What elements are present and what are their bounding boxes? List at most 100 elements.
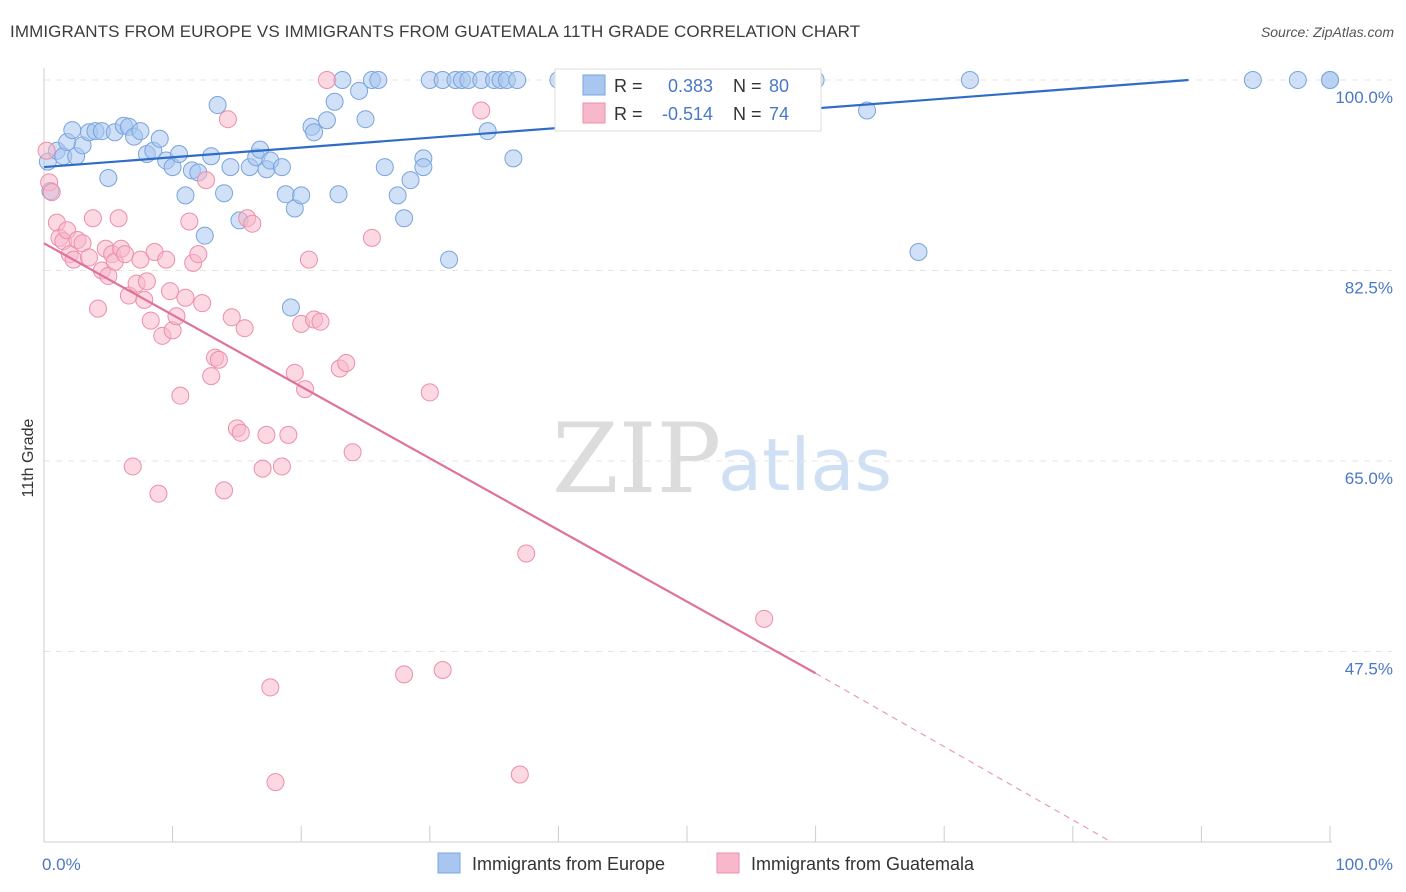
stats-n-label-guatemala: N =: [733, 104, 762, 124]
point-0-48: [350, 81, 369, 100]
series-0: [38, 71, 1339, 317]
point-0-26: [195, 226, 214, 245]
point-1-63: [299, 250, 318, 269]
point-0-52: [375, 158, 394, 177]
point-1-48: [222, 308, 241, 327]
point-1-46: [215, 481, 234, 500]
point-1-60: [285, 363, 304, 382]
point-1-27: [137, 272, 156, 291]
stats-n-value-guatemala: 74: [769, 104, 789, 124]
point-0-44: [317, 111, 336, 130]
point-1-53: [243, 214, 262, 233]
y-tick-label-1: 82.5%: [1345, 279, 1393, 298]
point-1-33: [161, 282, 180, 301]
point-0-19: [150, 129, 169, 148]
point-1-66: [317, 71, 336, 89]
point-1-58: [272, 457, 291, 476]
point-0-55: [401, 171, 420, 190]
stats-r-label-guatemala: R =: [614, 104, 643, 124]
point-1-50: [231, 423, 250, 442]
point-0-75: [909, 242, 928, 261]
point-1-59: [279, 425, 298, 444]
point-0-51: [369, 71, 388, 89]
y-tick-label-2: 65.0%: [1345, 469, 1393, 488]
stats-r-value-guatemala: -0.514: [662, 104, 713, 124]
point-0-78: [1288, 71, 1307, 89]
stats-r-value-europe: 0.383: [668, 76, 713, 96]
point-1-70: [362, 228, 381, 247]
point-0-16: [131, 122, 150, 141]
point-1-57: [266, 773, 285, 792]
trend-line-1: [43, 242, 817, 675]
tick-labels: 100.0% 82.5% 65.0% 47.5% 0.0% 100.0%: [42, 88, 1393, 874]
point-0-47: [333, 71, 352, 89]
legend-label-guatemala: Immigrants from Guatemala: [751, 854, 975, 874]
legend-label-europe: Immigrants from Europe: [472, 854, 665, 874]
point-1-65: [311, 312, 330, 331]
point-1-21: [116, 245, 135, 264]
point-0-29: [215, 184, 234, 203]
y-axis-title: 11th Grade: [20, 418, 37, 497]
point-0-30: [221, 158, 240, 177]
point-0-46: [329, 185, 348, 204]
stats-swatch-europe: [582, 74, 606, 96]
point-1-75: [510, 765, 529, 784]
point-1-45: [209, 350, 228, 369]
point-0-45: [325, 92, 344, 111]
bottom-legend: Immigrants from Europe Immigrants from G…: [437, 852, 975, 874]
point-1-40: [189, 245, 208, 264]
point-0-76: [960, 71, 979, 89]
stats-legend: R = 0.383 N = 80 R = -0.514 N = 74: [554, 68, 822, 132]
point-1-56: [261, 678, 280, 697]
point-1-37: [176, 288, 195, 307]
point-0-80: [1321, 71, 1339, 89]
point-0-27: [202, 147, 221, 166]
point-0-5: [63, 121, 82, 140]
watermark-atlas: atlas: [718, 423, 892, 507]
point-1-43: [202, 367, 221, 386]
point-0-74: [858, 101, 877, 120]
point-0-11: [99, 168, 118, 187]
point-1-51: [235, 319, 254, 338]
point-0-41: [292, 186, 311, 205]
point-1-32: [157, 250, 176, 269]
point-1-30: [149, 484, 168, 503]
point-1-25: [131, 250, 150, 269]
point-0-49: [356, 110, 375, 129]
point-0-23: [176, 186, 195, 205]
watermark-zip: ZIP: [552, 403, 721, 515]
point-1-2: [42, 183, 61, 202]
point-1-13: [89, 299, 108, 318]
x-tick-label-1: 100.0%: [1335, 855, 1393, 874]
chart-title: IMMIGRANTS FROM EUROPE VS IMMIGRANTS FRO…: [10, 22, 861, 41]
point-1-28: [141, 311, 160, 330]
point-1-23: [123, 457, 142, 476]
stats-n-label-europe: N =: [733, 76, 762, 96]
point-1-73: [433, 661, 452, 680]
point-0-22: [170, 145, 189, 164]
legend-swatch-guatemala: [716, 852, 740, 874]
point-0-53: [388, 186, 407, 205]
point-1-54: [253, 459, 272, 478]
point-1-12: [83, 209, 102, 228]
point-1-38: [180, 212, 199, 231]
point-0-57: [414, 158, 433, 177]
stats-swatch-guatemala: [582, 102, 606, 124]
point-0-43: [305, 123, 324, 142]
point-1-42: [197, 171, 216, 190]
point-0-70: [504, 149, 523, 168]
point-1-19: [109, 209, 128, 228]
point-0-60: [440, 250, 459, 269]
watermark: ZIP atlas: [552, 403, 892, 515]
point-1-68: [337, 354, 356, 373]
point-1-74: [472, 101, 491, 120]
point-1-11: [80, 248, 99, 267]
point-1-41: [193, 294, 212, 313]
point-1-76: [517, 544, 536, 563]
y-tick-label-0: 100.0%: [1335, 88, 1393, 107]
point-1-47: [218, 110, 237, 129]
trend-extension-1: [815, 672, 1112, 843]
point-0-69: [508, 71, 527, 89]
stats-r-label-europe: R =: [614, 76, 643, 96]
